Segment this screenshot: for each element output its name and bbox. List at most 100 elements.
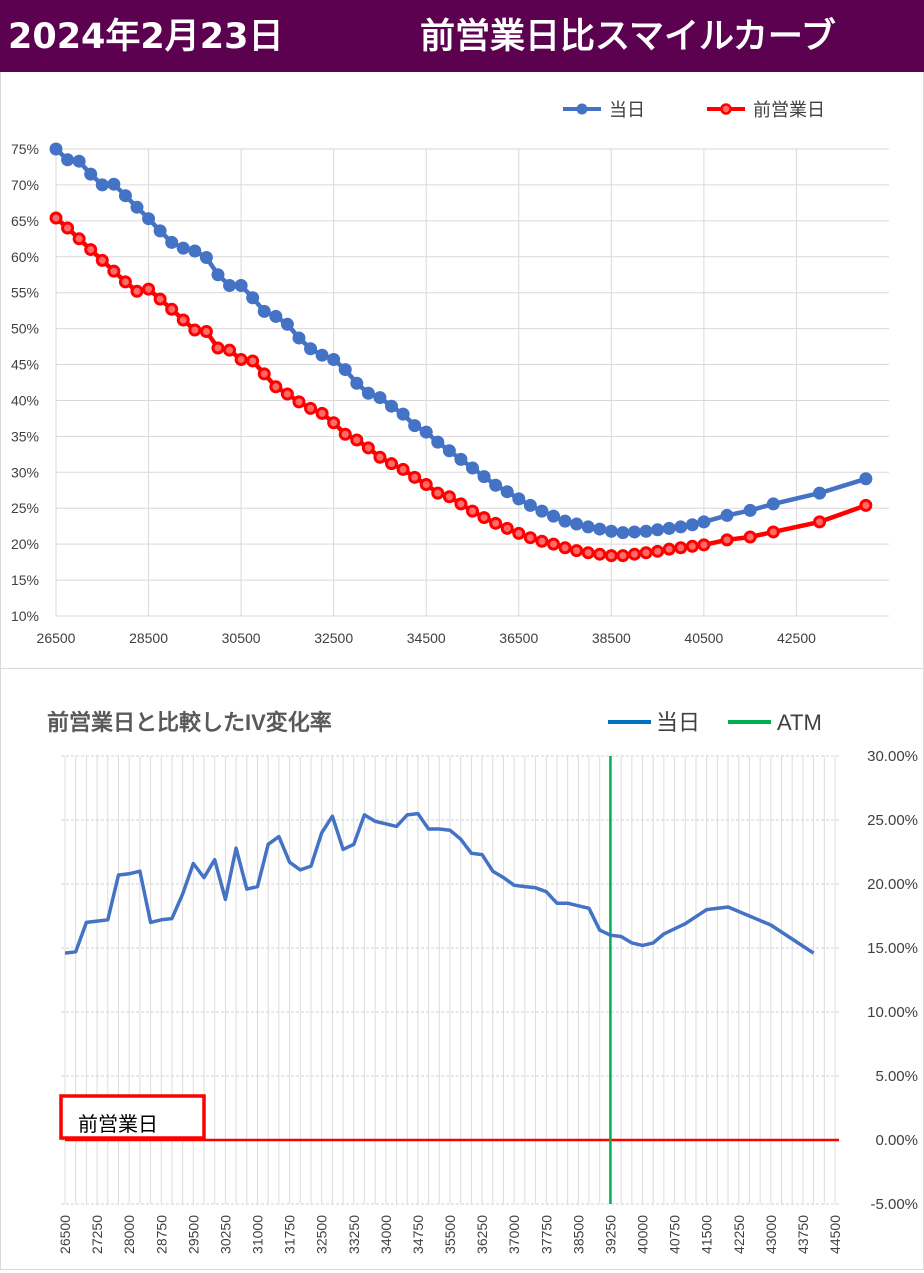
prev-point — [72, 232, 86, 246]
today-point — [361, 386, 375, 400]
prev-point — [627, 547, 641, 561]
prev-point — [466, 504, 479, 518]
prev-point — [292, 395, 306, 409]
prev-point — [616, 549, 630, 563]
prev-point — [118, 275, 132, 289]
prev-point — [651, 544, 665, 558]
x-tick-label: 42250 — [731, 1215, 747, 1254]
prev-day-label: 前営業日 — [78, 1113, 158, 1136]
y-tick-label: 10.00% — [867, 1004, 918, 1021]
today-point — [639, 524, 653, 538]
x-tick-label: 28000 — [121, 1215, 137, 1254]
y-tick-label: 75% — [11, 141, 39, 157]
prev-day-label-box: 前営業日 — [59, 1094, 206, 1140]
prev-point — [165, 302, 179, 316]
today-point — [859, 472, 873, 486]
today-point — [766, 497, 780, 511]
y-tick-label: 10% — [11, 608, 39, 624]
prev-point — [269, 380, 283, 394]
today-point — [454, 452, 468, 466]
today-point — [385, 399, 399, 413]
today-point — [593, 522, 607, 536]
prev-point — [211, 341, 225, 355]
today-point — [546, 509, 560, 523]
prev-point — [408, 470, 422, 484]
x-tick-label: 27250 — [89, 1215, 105, 1254]
prev-point — [674, 541, 688, 555]
prev-point — [535, 534, 549, 548]
prev-point — [477, 511, 491, 525]
today-point — [581, 520, 595, 534]
prev-point — [373, 450, 387, 464]
prev-point — [107, 264, 121, 278]
y-tick-label: 30% — [11, 464, 39, 480]
legend-prev-label: 前営業日 — [753, 100, 825, 120]
x-tick-label: 37750 — [538, 1215, 554, 1254]
today-point — [685, 518, 699, 532]
y-tick-label: 60% — [11, 249, 39, 265]
prev-point — [327, 416, 341, 430]
x-tick-label: 36500 — [499, 630, 538, 646]
prev-point — [685, 539, 699, 553]
y-tick-label: -5.00% — [870, 1196, 918, 1213]
prev-point — [593, 547, 607, 561]
prev-point — [639, 546, 653, 560]
x-tick-label: 37000 — [506, 1215, 522, 1254]
today-point — [327, 353, 341, 367]
today-point — [512, 492, 526, 506]
prev-point — [142, 282, 156, 296]
today-point — [408, 419, 422, 433]
prev-point — [385, 457, 399, 471]
today-point — [72, 154, 86, 168]
today-point — [419, 425, 433, 439]
x-tick-label: 40750 — [667, 1215, 683, 1254]
prev-point — [304, 401, 318, 415]
x-tick-label: 26500 — [57, 1215, 73, 1254]
x-tick-label: 28750 — [153, 1215, 169, 1254]
legend-prev-marker — [720, 103, 732, 115]
x-tick-label: 40500 — [684, 630, 723, 646]
today-point — [107, 177, 121, 191]
chart-title: 前営業日と比較したIV変化率 — [47, 710, 332, 735]
x-tick-label: 38500 — [570, 1215, 586, 1254]
prev-point — [859, 498, 873, 512]
prev-point — [512, 526, 526, 540]
x-tick-label: 26500 — [37, 630, 76, 646]
y-tick-label: 30.00% — [867, 748, 918, 765]
today-point — [153, 224, 167, 238]
y-tick-label: 65% — [11, 213, 39, 229]
prev-point — [662, 542, 676, 556]
today-point — [350, 376, 364, 390]
y-tick-label: 35% — [11, 428, 39, 444]
prev-point — [766, 525, 780, 539]
today-point — [315, 348, 329, 362]
prev-point — [176, 313, 190, 327]
y-tick-label: 55% — [11, 285, 39, 301]
y-tick-label: 0.00% — [875, 1132, 918, 1149]
x-tick-label: 43000 — [763, 1215, 779, 1254]
y-tick-label: 5.00% — [875, 1068, 918, 1085]
header-title: 前営業日比スマイルカーブ — [420, 17, 836, 57]
today-point — [338, 363, 352, 377]
today-point — [223, 279, 237, 293]
today-point — [466, 461, 479, 475]
x-tick-label: 43750 — [795, 1215, 811, 1254]
x-tick-label: 39250 — [602, 1215, 618, 1254]
x-tick-label: 29500 — [185, 1215, 201, 1254]
today-point — [396, 407, 410, 421]
prev-point — [489, 516, 503, 530]
series-today-line — [64, 811, 815, 955]
today-point — [697, 515, 711, 529]
y-tick-label: 25.00% — [867, 812, 918, 829]
prev-point — [500, 521, 514, 535]
prev-point — [95, 253, 109, 267]
today-point — [257, 304, 271, 318]
prev-point — [188, 323, 202, 337]
x-tick-label: 28500 — [129, 630, 168, 646]
today-point — [627, 525, 641, 539]
prev-point — [442, 490, 456, 504]
y-tick-label: 45% — [11, 357, 39, 373]
today-point — [269, 309, 283, 323]
prev-point — [49, 211, 63, 225]
y-tick-label: 15% — [11, 572, 39, 588]
